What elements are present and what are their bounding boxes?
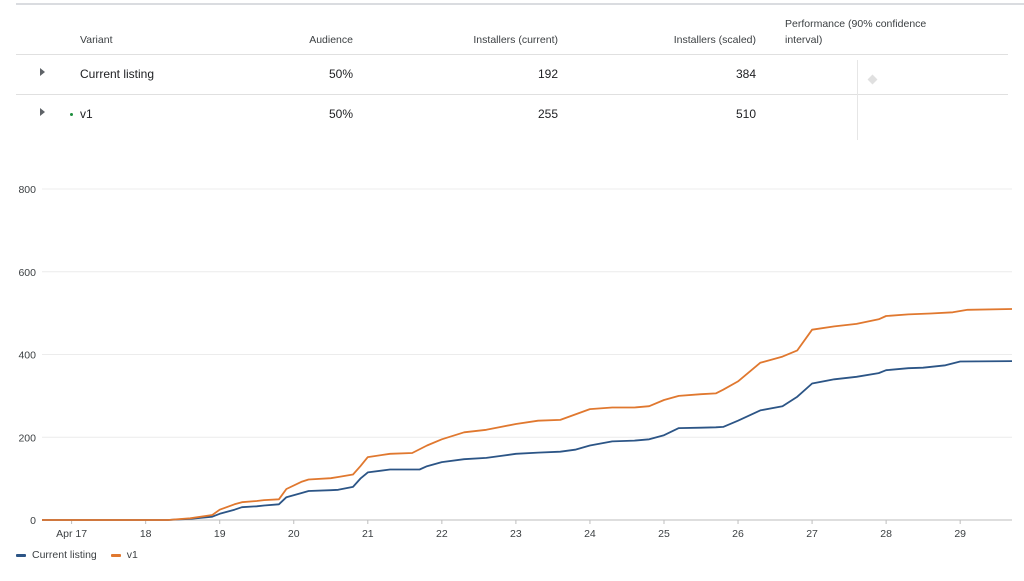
series-line-v1[interactable] [42,308,1013,521]
y-tick-label: 800 [18,184,36,196]
grid-layer [42,188,1012,521]
x-tick-label: 26 [732,528,744,540]
table-row[interactable]: Current listing 50% 192 384 [16,54,1008,94]
header-variant: Variant [80,34,113,46]
installers-scaled-value: 510 [735,107,756,121]
legend-item-v1[interactable]: v1 [110,549,138,561]
top-divider [16,3,1024,5]
y-tick-labels: 0 200 400 600 800 [18,184,36,527]
x-tick-label: 21 [362,528,374,540]
x-tick-label: 23 [510,528,522,540]
variant-name: Current listing [80,67,155,81]
legend-label-current: Current listing [32,549,97,561]
x-tick-label: 22 [436,528,448,540]
y-tick-label: 200 [18,432,36,444]
legend-label-v1: v1 [126,549,138,561]
installers-current-value: 255 [537,107,558,121]
installers-line-chart: 0 200 400 600 800 Apr 17 18 19 20 21 22 23 24 25 26 27… [18,184,1013,540]
header-performance: Performance (90% confidence interval) [785,18,927,46]
y-tick-label: 400 [18,350,36,362]
installers-current-value: 192 [537,67,558,81]
audience-value: 50% [328,107,353,121]
x-tick-label: 24 [584,528,596,540]
header-installers-scaled: Installers (scaled) [673,34,756,46]
x-tick-label: 18 [140,528,152,540]
x-tick-label: 27 [806,528,818,540]
legend-swatch-current [16,553,26,557]
variant-name: v1 [80,107,93,121]
chart-legend: Current listing v1 [16,549,152,561]
x-tick-label: 25 [658,528,670,540]
expand-caret-icon[interactable] [40,108,45,116]
x-tick-label: 20 [288,528,300,540]
series-line-current-listing[interactable] [42,360,1013,521]
series-layer [42,308,1013,521]
legend-swatch-v1 [110,553,121,557]
performance-baseline [857,60,858,140]
x-tick-label: 19 [214,528,226,540]
y-tick-label: 0 [30,515,36,527]
legend-item-current[interactable]: Current listing [16,549,97,561]
header-installers-current: Installers (current) [473,34,558,46]
expand-caret-icon[interactable] [40,68,45,76]
table-row[interactable]: v1 50% 255 510 [16,94,1008,134]
header-audience: Audience [309,34,353,46]
x-tick-labels: Apr 17 18 19 20 21 22 23 24 25 26 27 28 29 [56,520,966,540]
variant-status-dot-icon [70,113,73,116]
x-tick-label: 28 [880,528,892,540]
y-tick-label: 600 [18,267,36,279]
x-tick-label: 29 [954,528,966,540]
audience-value: 50% [328,67,353,81]
installers-scaled-value: 384 [735,67,756,81]
x-tick-label: Apr 17 [56,528,87,540]
